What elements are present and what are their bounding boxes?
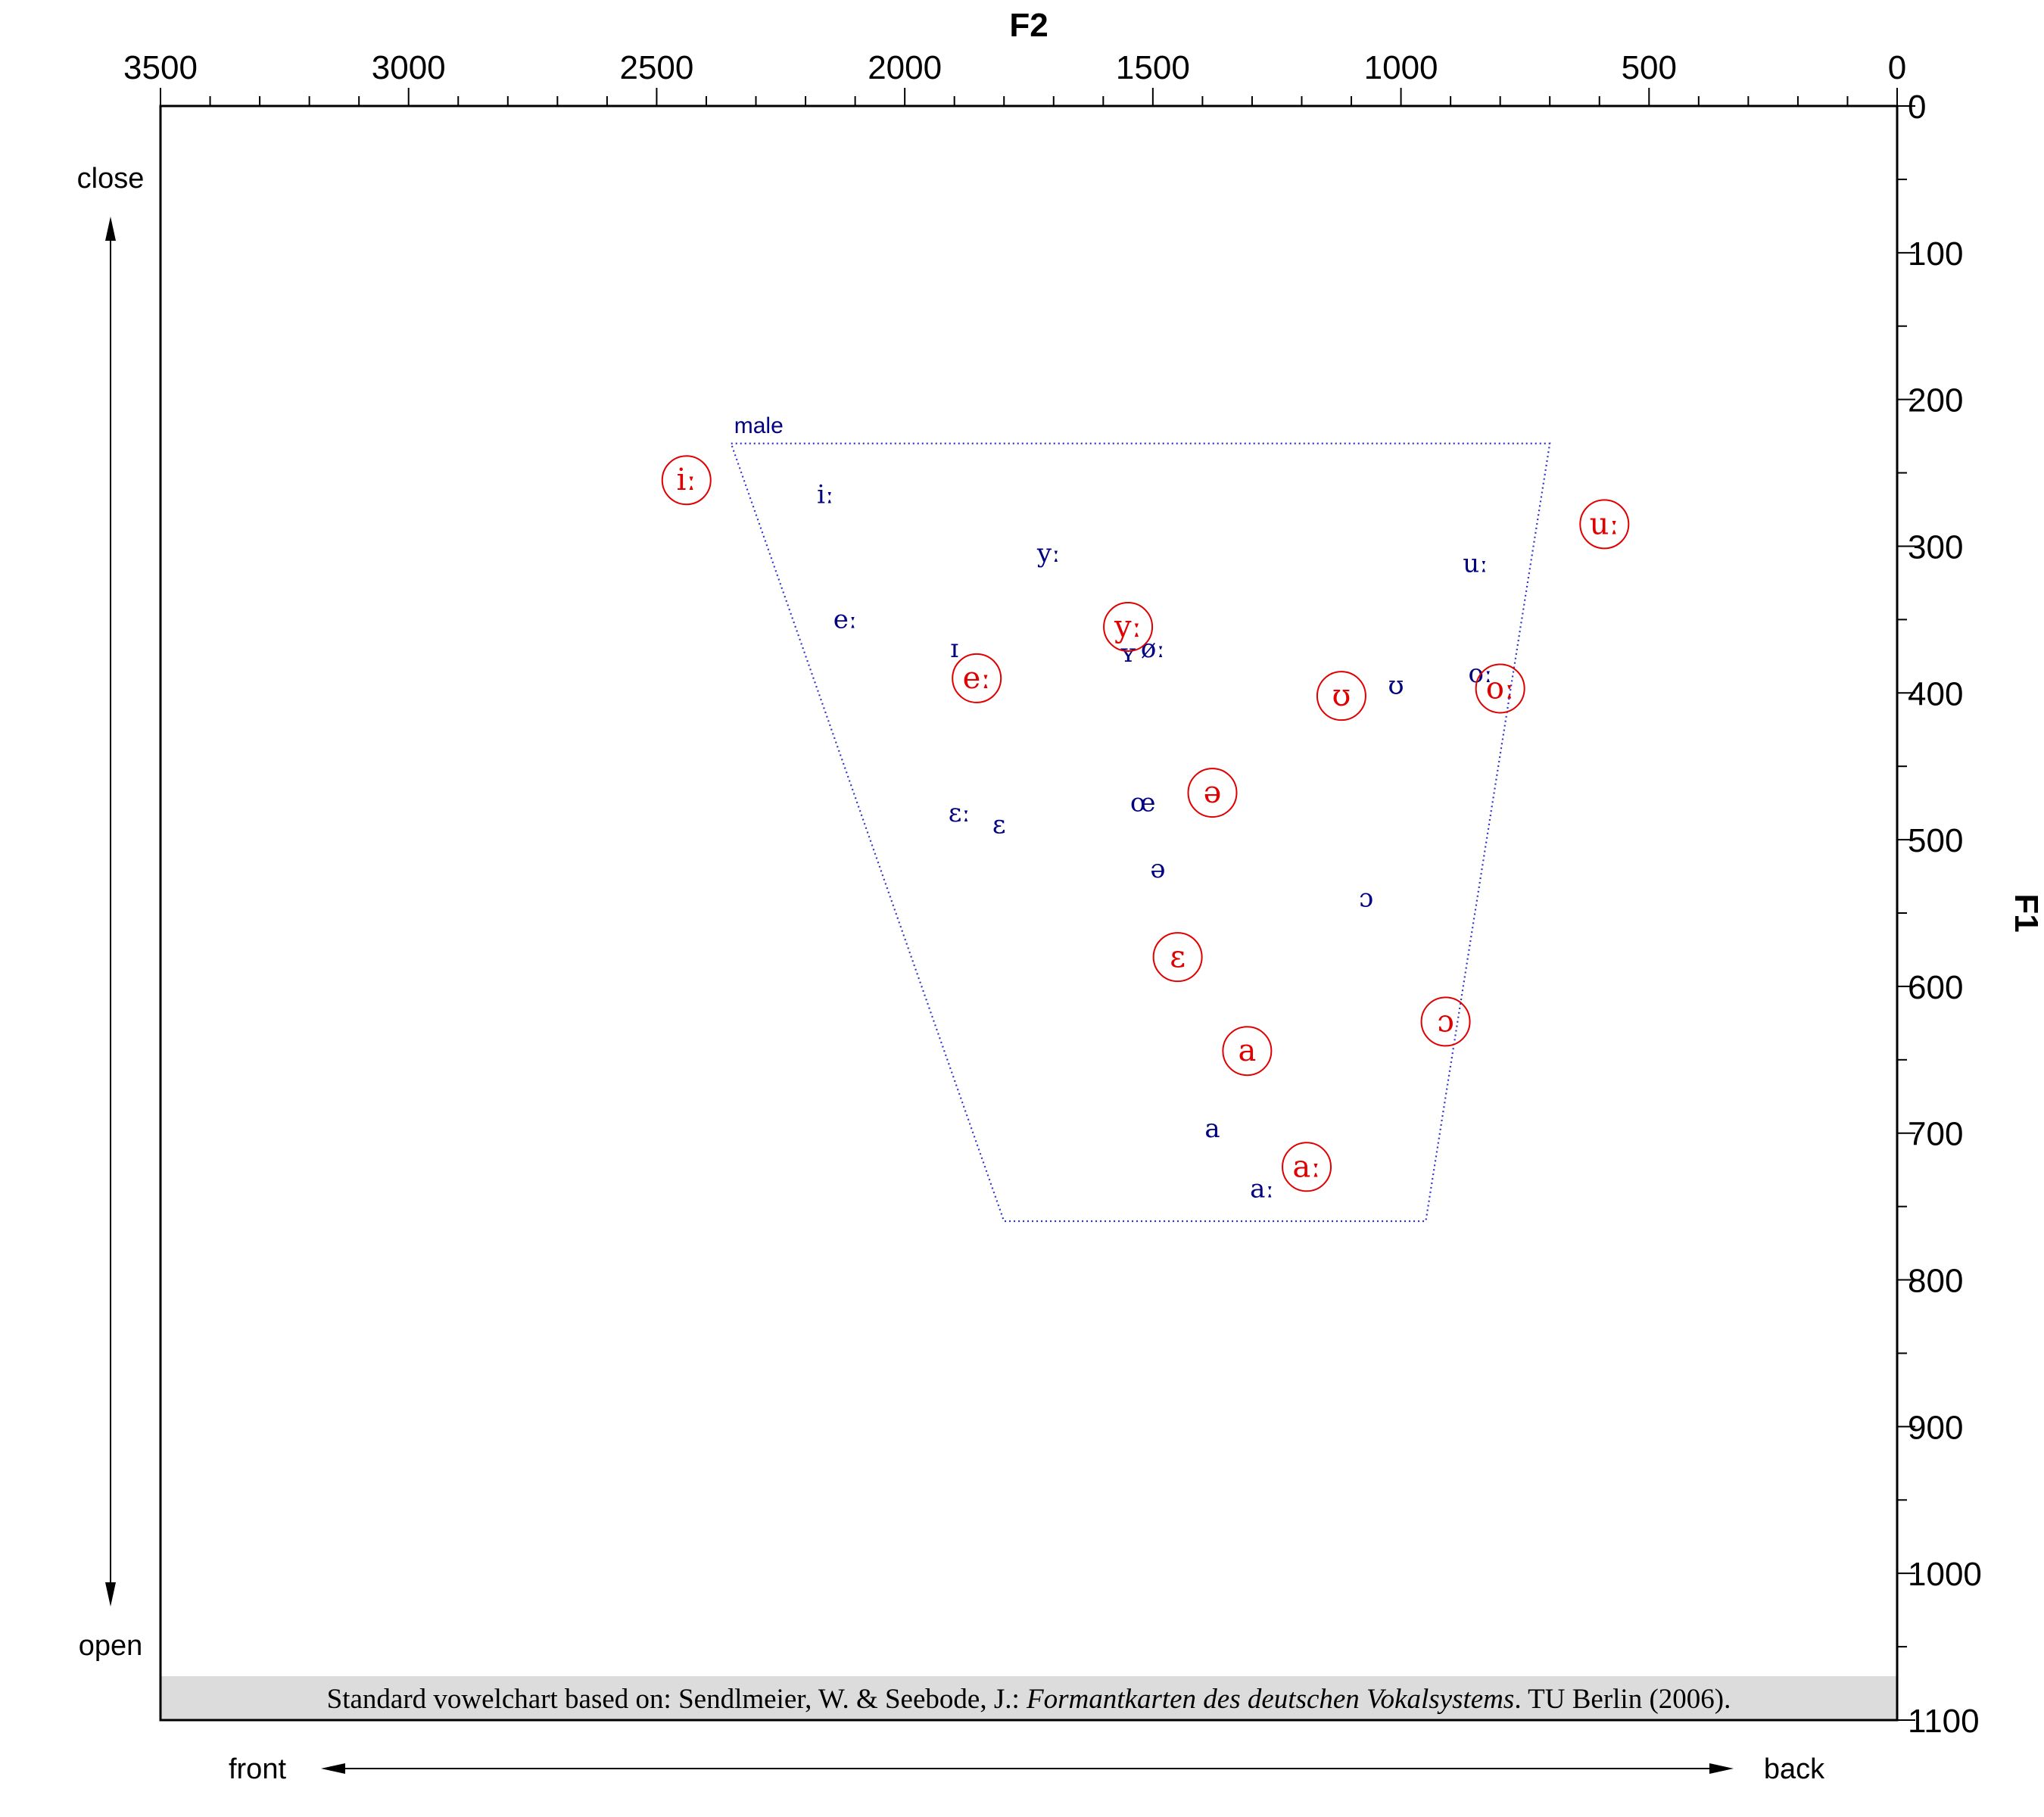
vowel-marker-circle (1475, 663, 1525, 714)
vowel-marker-circle (1579, 499, 1630, 550)
y-tick-label: 100 (1908, 235, 1963, 273)
direction-indicators: close open front back (77, 163, 1825, 1785)
y-tick-label: 600 (1908, 969, 1963, 1006)
y-tick-label: 700 (1908, 1116, 1963, 1153)
vowel-marker-circle (1222, 1026, 1273, 1077)
front-label: front (229, 1753, 286, 1785)
vowel-label: œ (1130, 788, 1156, 818)
vowel-label: a (1238, 1033, 1256, 1068)
x-tick-label: 3000 (372, 49, 446, 86)
vowel-marker-circle (1282, 1142, 1332, 1192)
y-tick-label: 1100 (1908, 1703, 1980, 1740)
y-tick-label: 400 (1908, 675, 1963, 712)
vowel-marker-circle (1152, 932, 1203, 983)
close-label: close (77, 163, 145, 195)
reference-series: iː uː yː eː ʊ oː ə ɛ ɔ a aː (661, 455, 1630, 1192)
vowel-marker-circle (1316, 671, 1366, 722)
y-tick-label: 800 (1908, 1263, 1963, 1300)
vowel-marker-circle (1103, 602, 1154, 653)
y-tick-label: 0 (1908, 89, 1926, 126)
vowel-marker-circle (1187, 768, 1238, 818)
x-axis-title: F2 (1009, 7, 1048, 44)
arrow-down-icon (105, 1582, 116, 1607)
x-tick-label: 1500 (1116, 49, 1190, 86)
male-region-outline (730, 442, 1551, 1223)
vowel-label: ʊ (1388, 671, 1404, 701)
x-tick-label: 2000 (868, 49, 942, 86)
caption-text: Standard vowelchart based on: Sendlmeier… (327, 1684, 1731, 1715)
vowel-label: ɔ (1437, 1004, 1454, 1039)
vowel-label: ʏ (1120, 638, 1136, 669)
open-label: open (79, 1630, 143, 1662)
x-tick-label: 3500 (123, 49, 198, 86)
vowel-label: ʊ (1332, 678, 1351, 713)
arrow-up-icon (105, 217, 116, 241)
y-tick-label: 900 (1908, 1409, 1963, 1446)
y-tick-label: 300 (1908, 528, 1963, 566)
vowel-label: oː (1486, 671, 1515, 706)
vowel-label: iː (817, 480, 833, 510)
arrow-right-icon (1709, 1763, 1734, 1774)
male-region-label: male (734, 413, 784, 438)
vowel-label: ɔ (1359, 884, 1373, 914)
vowel-marker-circle (1420, 996, 1471, 1047)
vowel-label: eː (963, 661, 991, 696)
y-axis-title: F1 (2008, 893, 2044, 932)
male-region: male (730, 413, 1551, 1223)
x-tick-label: 2500 (619, 49, 693, 86)
vowel-label: ə (1150, 854, 1165, 884)
vowel-label: a (1204, 1114, 1220, 1144)
vowel-label: aː (1292, 1149, 1320, 1184)
caption-suffix: . TU Berlin (2006). (1514, 1684, 1731, 1715)
caption-background (161, 1676, 1896, 1719)
vowel-label: ɛː (949, 798, 971, 828)
y-tick-label: 500 (1908, 822, 1963, 859)
vowel-marker-circle (952, 653, 1002, 703)
x-tick-label: 0 (1888, 49, 1906, 86)
vowel-label: yː (1036, 538, 1061, 569)
x-tick-label: 1000 (1364, 49, 1438, 86)
y-axis-right: 0 100 200 300 400 500 600 700 800 900 1000 1100 (1897, 89, 1982, 1740)
caption-prefix: Standard vowelchart based on: Sendlmeier… (327, 1684, 1027, 1715)
y-tick-label: 1000 (1908, 1556, 1982, 1593)
vowel-marker-circle (661, 455, 712, 506)
vowel-label: uː (1463, 549, 1488, 579)
back-label: back (1764, 1753, 1825, 1785)
vowel-label: ə (1204, 775, 1222, 810)
caption-box: Standard vowelchart based on: Sendlmeier… (161, 1676, 1896, 1719)
vowel-label: ɛ (992, 810, 1006, 840)
vowel-label: ɪ (950, 634, 958, 664)
y-tick-label: 200 (1908, 382, 1963, 419)
vowel-label: aː (1250, 1173, 1274, 1204)
vowel-label: øː (1141, 634, 1165, 664)
x-tick-label: 500 (1622, 49, 1677, 86)
vowel-label: uː (1590, 506, 1619, 541)
x-axis-top: 3500 3000 2500 2000 1500 1000 500 0 (123, 49, 1906, 106)
vowel-label: ɛ (1170, 940, 1186, 974)
vowel-label: yː (1114, 609, 1142, 644)
vowel-label: eː (833, 604, 858, 634)
vowel-label: iː (677, 463, 696, 497)
arrow-left-icon (321, 1763, 345, 1774)
caption-italic: Formantkarten des deutschen Vokalsystems (1026, 1684, 1514, 1715)
